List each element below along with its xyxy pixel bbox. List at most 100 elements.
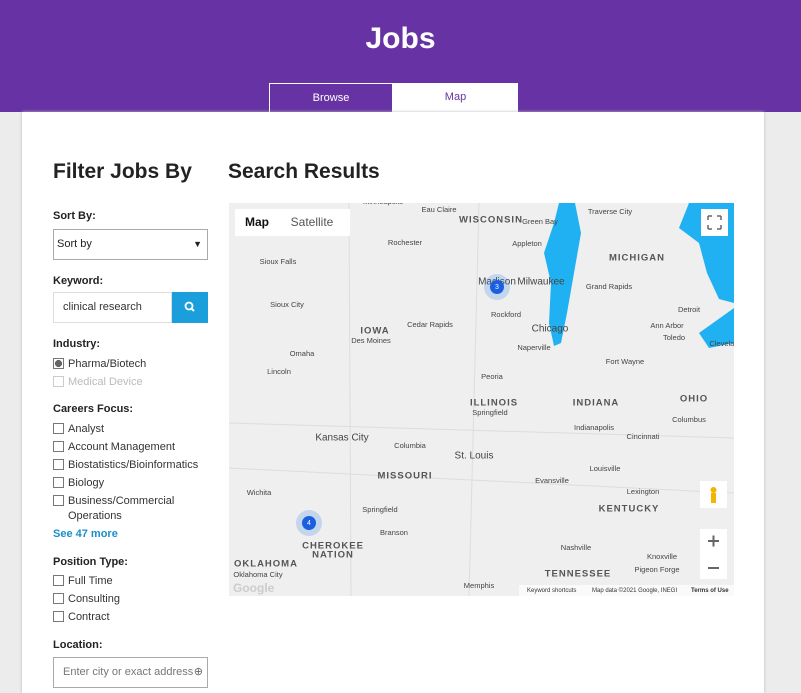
checkbox-option[interactable]: Pharma/Biotech xyxy=(53,357,146,372)
map-footer-text: Keyword shortcuts xyxy=(527,588,576,594)
label: Keyword: xyxy=(53,275,104,287)
map-label: Memphis xyxy=(464,581,495,590)
fullscreen-button[interactable] xyxy=(701,209,728,236)
map-label: Toledo xyxy=(663,333,685,342)
label: Position Type: xyxy=(53,556,128,568)
checkbox-option[interactable]: Biostatistics/Bioinformatics xyxy=(53,458,198,473)
pegman-icon xyxy=(710,487,717,493)
google-logo: Google xyxy=(233,581,275,595)
map-label: ILLINOIS xyxy=(470,398,518,409)
checkbox[interactable] xyxy=(53,441,64,452)
map-type-button[interactable]: Satellite xyxy=(291,215,334,229)
map-label: Green Bay xyxy=(522,217,558,226)
map-label: TENNESSEE xyxy=(545,569,612,580)
map-label: Louisville xyxy=(590,464,621,473)
map[interactable]: WISCONSINMICHIGANMilwaukeeMadisonChicago… xyxy=(229,203,734,596)
option-label: Biology xyxy=(68,477,105,489)
map-type-button[interactable]: Map xyxy=(245,215,269,229)
sort-select[interactable]: Sort by ▼ xyxy=(53,229,208,260)
zoom-icons xyxy=(708,535,719,569)
checkbox[interactable] xyxy=(53,495,64,506)
cluster-count[interactable]: 3 xyxy=(495,284,499,291)
option-label: Analyst xyxy=(68,423,105,435)
checkbox-option[interactable]: Full Time xyxy=(53,574,113,589)
map-label: OKLAHOMA xyxy=(234,559,298,570)
cluster-count[interactable]: 4 xyxy=(307,520,311,527)
checkbox[interactable] xyxy=(53,477,64,488)
map-label: OHIO xyxy=(680,394,708,405)
map-label: Columbus xyxy=(672,415,706,424)
border-lines xyxy=(229,203,734,596)
map-label: Detroit xyxy=(678,305,701,314)
cluster-marker xyxy=(490,280,504,294)
lake-michigan xyxy=(544,203,581,346)
checkbox-option[interactable]: Contract xyxy=(53,610,110,625)
lake-erie xyxy=(699,308,734,348)
map-label: Springfield xyxy=(362,505,397,514)
checkbox-option[interactable]: Consulting xyxy=(53,592,120,607)
map-label: Indianapolis xyxy=(574,423,614,432)
map-label: Pigeon Forge xyxy=(634,565,679,574)
checkbox[interactable] xyxy=(53,459,64,470)
map-label: Rockford xyxy=(491,310,521,319)
option-label: Full Time xyxy=(68,575,113,587)
map-type-control[interactable] xyxy=(235,209,350,236)
checkbox[interactable] xyxy=(53,423,64,434)
checkbox[interactable] xyxy=(53,358,64,369)
map-label: Columbia xyxy=(394,441,427,450)
pegman-icon xyxy=(711,493,716,503)
map-label: Nashville xyxy=(561,543,591,552)
option-label: Biostatistics/Bioinformatics xyxy=(68,459,199,471)
select-value: Sort by xyxy=(57,238,92,250)
page-title: Jobs xyxy=(365,22,436,55)
tab[interactable]: Map xyxy=(393,83,518,112)
map-label: Grand Rapids xyxy=(586,282,633,291)
map-label: Sioux City xyxy=(270,300,304,309)
map-label: Lincoln xyxy=(267,367,291,376)
checkbox[interactable] xyxy=(53,575,64,586)
checkbox-option[interactable]: Analyst xyxy=(53,422,183,437)
map-label: Branson xyxy=(380,528,408,537)
map-label: CHEROKEE xyxy=(302,541,364,552)
map-label: Des Moines xyxy=(351,336,391,345)
checkbox[interactable] xyxy=(53,611,64,622)
option-label: Account Management xyxy=(68,441,176,453)
checkbox-option[interactable]: Account Management xyxy=(53,440,183,455)
map-label: Springfield xyxy=(472,408,507,417)
map-label: MICHIGAN xyxy=(609,253,665,264)
checkbox[interactable] xyxy=(53,376,64,387)
map-label: Wichita xyxy=(247,488,272,497)
option-label: Consulting xyxy=(68,593,120,605)
map-label: Knoxville xyxy=(647,552,677,561)
see-more-link[interactable]: See 47 more xyxy=(53,528,118,540)
checkbox-option[interactable]: Business/Commercial Operations xyxy=(53,494,183,524)
option-label: Medical Device xyxy=(68,376,143,388)
map-label: MISSOURI xyxy=(378,471,433,482)
map-label: Appleton xyxy=(512,239,542,248)
checkbox-option[interactable]: Biology xyxy=(53,476,183,491)
map-footer-text: Terms of Use xyxy=(691,588,729,594)
map-label: Minneapolis xyxy=(363,203,403,206)
map-background xyxy=(229,203,734,596)
map-label: Evansville xyxy=(535,476,569,485)
map-label: Omaha xyxy=(290,349,315,358)
cluster-marker xyxy=(302,516,316,530)
checkbox-option[interactable]: Medical Device xyxy=(53,375,143,390)
option-label: Contract xyxy=(68,611,110,623)
keyword-input[interactable]: clinical research xyxy=(53,292,172,323)
map-label: Milwaukee xyxy=(517,277,565,288)
map-label: INDIANA xyxy=(573,398,620,409)
label: Industry: xyxy=(53,338,101,350)
placeholder: Enter city or exact address xyxy=(63,666,194,678)
search-button[interactable] xyxy=(172,292,208,323)
tab[interactable]: Browse xyxy=(269,83,393,112)
checkbox[interactable] xyxy=(53,593,64,604)
label: Sort By: xyxy=(53,210,96,222)
label: Location: xyxy=(53,639,103,651)
map-label: Cincinnati xyxy=(627,432,660,441)
filter-title: Filter Jobs By xyxy=(53,160,192,183)
location-input[interactable]: Enter city or exact address ⊕ xyxy=(53,657,208,688)
map-label: Ann Arbor xyxy=(650,321,684,330)
map-label: Peoria xyxy=(481,372,504,381)
